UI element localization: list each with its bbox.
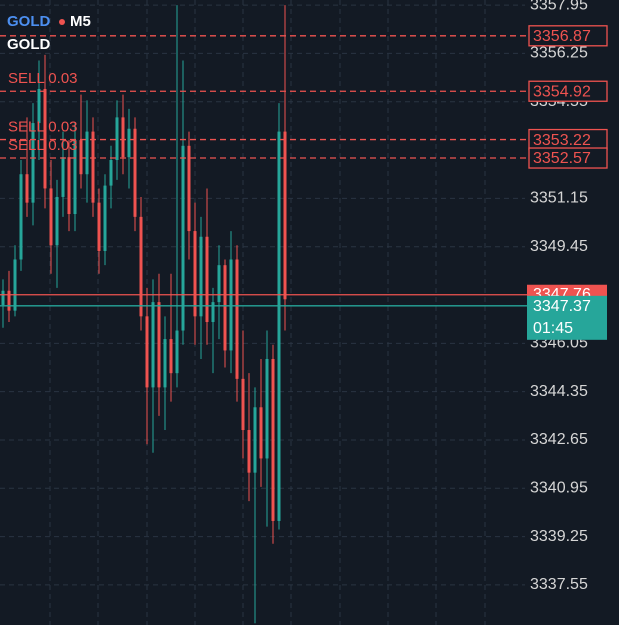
- order-price-box: [528, 80, 608, 102]
- order-price: 3353.22: [533, 132, 591, 149]
- candle-body: [61, 157, 65, 197]
- order-price: 3356.87: [533, 28, 591, 45]
- candle-body: [223, 265, 227, 351]
- candle-body: [217, 265, 221, 303]
- candle-body: [181, 145, 185, 331]
- candle-body: [25, 174, 29, 203]
- candle-body: [169, 339, 173, 374]
- candle-body: [103, 185, 107, 251]
- candle-body: [283, 131, 287, 300]
- candle-body: [19, 174, 23, 260]
- timeframe: M5: [70, 13, 91, 30]
- candle-body: [253, 407, 257, 473]
- ask-timer: 01:45: [533, 320, 573, 337]
- ask-box: [527, 295, 607, 340]
- candle-body: [37, 88, 41, 124]
- candle-body: [127, 128, 131, 158]
- candle-body: [1, 290, 5, 305]
- order-label: SELL 0.03: [8, 119, 78, 136]
- candle-body: [55, 196, 59, 246]
- candle-body: [193, 231, 197, 317]
- candle-body: [199, 236, 203, 317]
- candle-body: [163, 339, 167, 388]
- order-price-box: [528, 25, 608, 47]
- candle-body: [97, 202, 101, 251]
- candle-body: [115, 117, 119, 161]
- candle-body: [31, 123, 35, 203]
- candle-body: [247, 430, 251, 473]
- candle-body: [79, 140, 83, 175]
- order-price: 3354.92: [533, 83, 591, 100]
- candle-body: [241, 378, 245, 431]
- candle-body: [49, 188, 53, 246]
- candle-body: [271, 358, 275, 521]
- candle-body: [91, 131, 95, 203]
- candle-body: [145, 316, 149, 388]
- price-tick-label: 3337.55: [530, 576, 588, 593]
- price-tick-label: 3342.65: [530, 431, 588, 448]
- symbol-name: GOLD: [7, 36, 50, 53]
- candle-body: [67, 157, 71, 215]
- status-dot: [59, 19, 65, 25]
- candle-body: [175, 330, 179, 374]
- price-tick-label: 3351.15: [530, 190, 588, 207]
- candle-body: [187, 145, 191, 232]
- candle-body: [7, 290, 11, 311]
- order-price: 3352.57: [533, 150, 591, 167]
- candle-body: [139, 216, 143, 317]
- candle-body: [205, 236, 209, 323]
- candle-body: [109, 160, 113, 186]
- candle-body: [121, 117, 125, 158]
- price-tick-label: 3340.95: [530, 480, 588, 497]
- price-tick-label: 3357.95: [530, 0, 588, 13]
- candle-body: [259, 407, 263, 459]
- candle-body: [277, 131, 281, 521]
- ask-price: 3347.37: [533, 298, 591, 315]
- candle-body: [157, 302, 161, 388]
- price-tick-label: 3356.25: [530, 45, 588, 62]
- price-tick-label: 3344.35: [530, 383, 588, 400]
- symbol: GOLD: [7, 13, 50, 30]
- candle-body: [235, 259, 239, 379]
- order-label: SELL 0.03: [8, 70, 78, 87]
- candle-body: [265, 358, 269, 459]
- candle-body: [13, 259, 17, 311]
- candle-body: [85, 131, 89, 175]
- candle-body: [73, 140, 77, 215]
- candle-body: [133, 128, 137, 217]
- candle-body: [229, 259, 233, 351]
- candle-body: [211, 302, 215, 323]
- price-tick-label: 3349.45: [530, 238, 588, 255]
- order-price-box: [528, 147, 608, 169]
- order-label: SELL 0.03: [8, 137, 78, 154]
- candle-body: [43, 88, 47, 189]
- price-tick-label: 3339.25: [530, 528, 588, 545]
- candle-body: [151, 302, 155, 388]
